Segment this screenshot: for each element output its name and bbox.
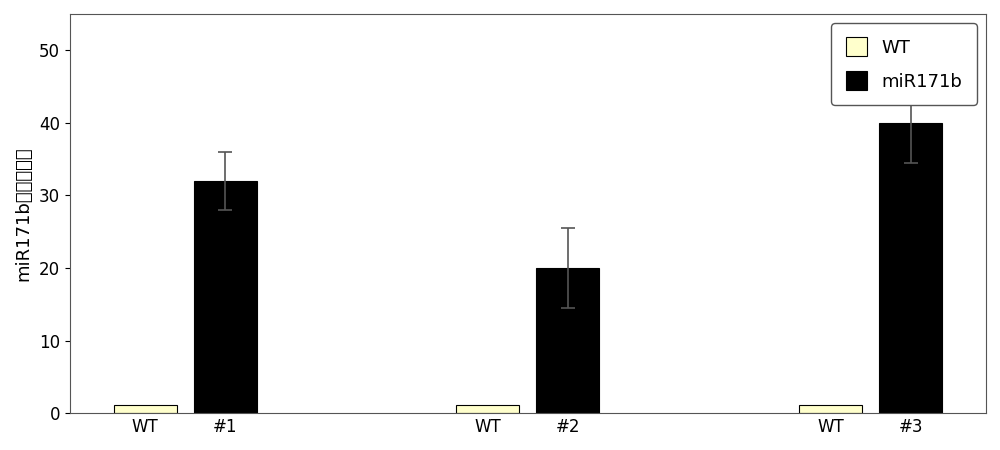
Y-axis label: miR171b相对表达量: miR171b相对表达量 (14, 146, 32, 281)
Bar (114, 405, 177, 413)
Bar (799, 405, 862, 413)
Legend: WT, miR171b: WT, miR171b (831, 23, 977, 105)
Bar (456, 405, 519, 413)
Bar (879, 123, 942, 413)
Bar (194, 181, 257, 413)
Bar (536, 268, 599, 413)
